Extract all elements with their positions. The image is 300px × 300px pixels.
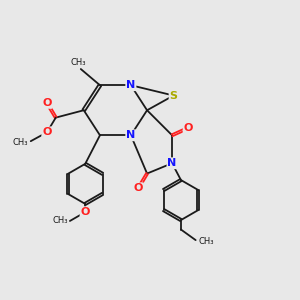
Text: CH₃: CH₃ — [199, 237, 214, 246]
Text: O: O — [80, 207, 90, 217]
Text: O: O — [184, 123, 193, 133]
Text: O: O — [42, 127, 52, 137]
Text: N: N — [126, 130, 136, 140]
Text: CH₃: CH₃ — [52, 217, 68, 226]
Text: CH₃: CH₃ — [13, 138, 28, 147]
Text: O: O — [42, 98, 52, 108]
Text: S: S — [169, 91, 178, 100]
Text: CH₃: CH₃ — [70, 58, 85, 67]
Text: O: O — [134, 183, 143, 193]
Text: N: N — [167, 158, 177, 168]
Text: N: N — [126, 80, 136, 90]
